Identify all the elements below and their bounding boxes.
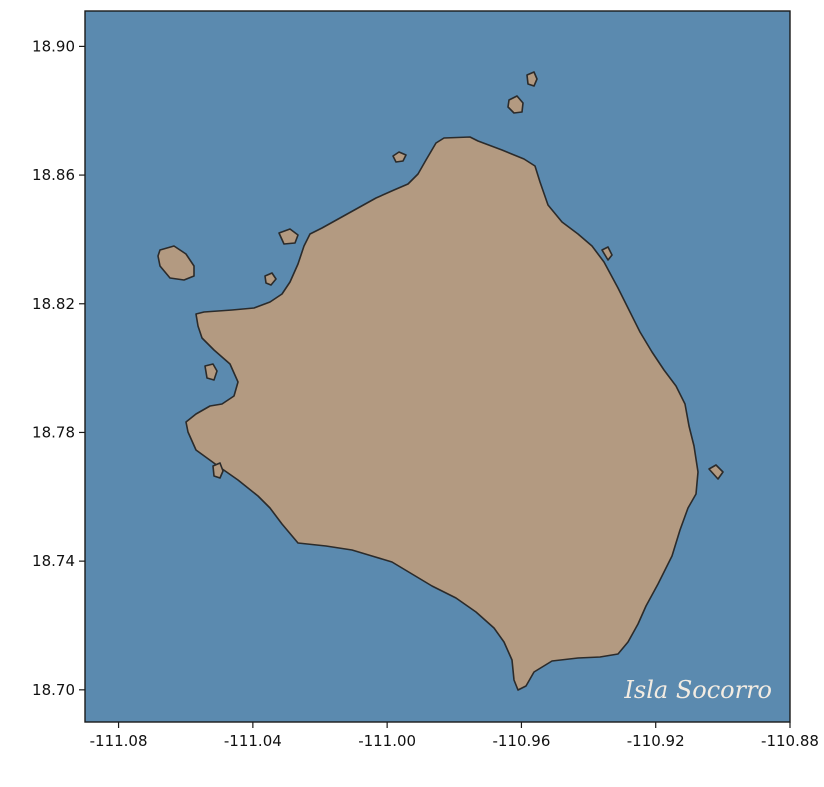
islet-east-upper (601, 246, 613, 261)
y-tick-label: 18.74 (32, 552, 75, 570)
islet-northeast (507, 95, 524, 114)
x-tick-label: -110.92 (627, 732, 685, 750)
x-tick-label: -110.96 (492, 732, 550, 750)
y-tick-label: 18.90 (32, 37, 75, 55)
islet-west (204, 363, 218, 381)
y-tick-label: 18.82 (32, 295, 75, 313)
island-name-label: Isla Socorro (623, 676, 772, 704)
y-tick-label: 18.78 (32, 423, 75, 441)
y-tick-label: 18.70 (32, 681, 75, 699)
islet-northwest-small (264, 272, 277, 286)
y-tick-label: 18.86 (32, 166, 75, 184)
map-frame (84, 10, 791, 723)
islet-north (392, 151, 407, 163)
x-tick-label: -111.04 (224, 732, 282, 750)
islet-west-large (157, 245, 195, 281)
x-tick-label: -111.00 (358, 732, 416, 750)
islet-southwest (212, 462, 224, 479)
islet-northwest (278, 228, 299, 245)
x-tick-label: -111.08 (90, 732, 148, 750)
x-tick-label: -110.88 (761, 732, 819, 750)
x-axis: -111.08 -111.04 -111.00 -110.96 -110.92 -110.… (90, 722, 819, 750)
islet-east-lower (708, 464, 724, 480)
y-axis: 18.70 18.74 18.78 18.82 18.86 18.90 (32, 37, 85, 699)
islet-northeast-top (526, 71, 538, 87)
isla-socorro-main-island (185, 136, 699, 691)
